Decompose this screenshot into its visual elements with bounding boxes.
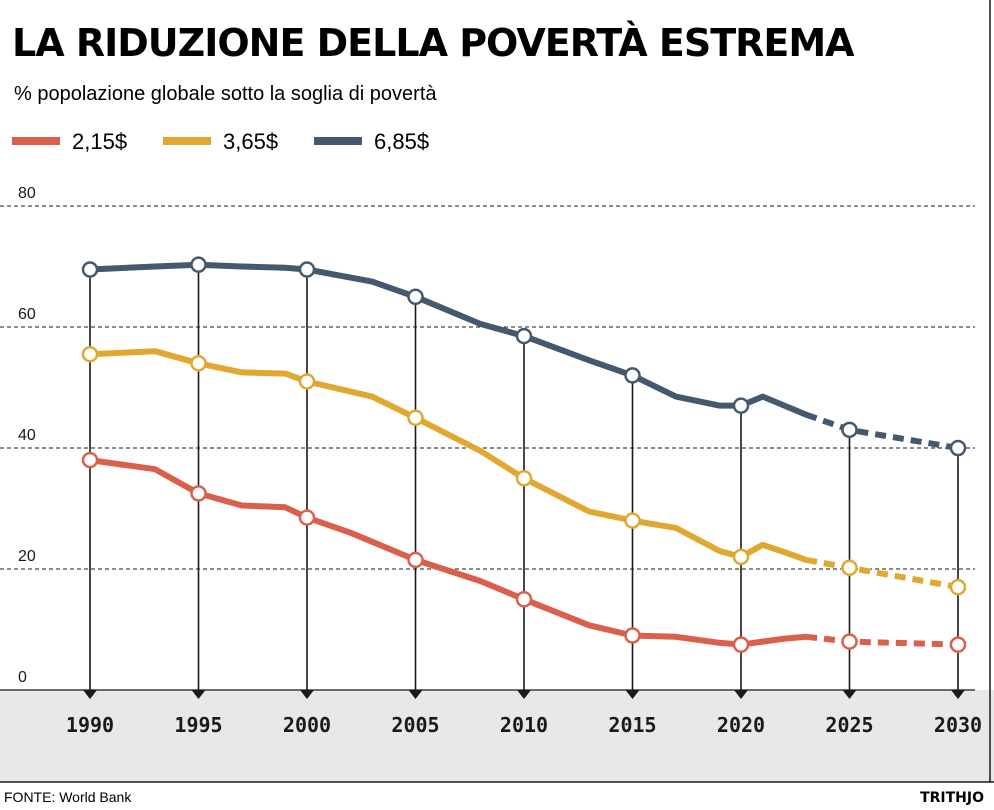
publisher-logo: TRITHJO bbox=[920, 790, 984, 806]
x-tick-label: 2000 bbox=[283, 713, 331, 737]
series-line bbox=[87, 348, 810, 563]
data-point bbox=[949, 578, 967, 596]
data-point bbox=[81, 345, 99, 363]
data-point bbox=[732, 636, 750, 653]
x-axis: 1990 1995 2000 2005 2010 2015 2020 2025 2030 bbox=[66, 264, 982, 737]
data-point bbox=[298, 373, 316, 390]
data-point bbox=[624, 627, 641, 644]
series-markers bbox=[81, 256, 967, 653]
data-point bbox=[190, 485, 207, 502]
data-point bbox=[407, 409, 424, 426]
data-point bbox=[624, 367, 641, 384]
x-tick-marker bbox=[300, 690, 314, 699]
chart-title: LA RIDUZIONE DELLA POVERTÀ ESTREMA bbox=[12, 21, 855, 65]
legend: 2,15$ 3,65$ 6,85$ bbox=[12, 129, 429, 154]
series-line-projection bbox=[805, 633, 959, 648]
x-tick-marker bbox=[191, 690, 206, 699]
x-tick-label: 2020 bbox=[717, 713, 765, 737]
x-tick-label: 2030 bbox=[934, 713, 982, 737]
gridlines bbox=[0, 205, 975, 691]
data-point bbox=[407, 551, 424, 569]
y-tick-label: 80 bbox=[18, 185, 36, 202]
x-tick-label: 2025 bbox=[825, 713, 873, 737]
legend-label: 6,85$ bbox=[374, 129, 429, 154]
data-point bbox=[190, 355, 207, 372]
data-point bbox=[841, 633, 858, 650]
data-point bbox=[81, 451, 99, 469]
data-point bbox=[190, 256, 207, 273]
data-point bbox=[298, 509, 316, 526]
x-tick-marker bbox=[408, 690, 423, 699]
data-point bbox=[298, 261, 316, 278]
data-point bbox=[732, 397, 750, 414]
footer-band bbox=[0, 690, 994, 782]
data-point bbox=[515, 591, 533, 608]
data-point bbox=[732, 548, 750, 566]
y-tick-label: 40 bbox=[18, 427, 36, 444]
source-note: FONTE: World Bank bbox=[4, 789, 132, 805]
series-line bbox=[87, 261, 810, 418]
y-tick-label: 60 bbox=[18, 306, 36, 323]
x-tick-marker bbox=[842, 690, 857, 699]
x-tick-label: 2015 bbox=[608, 713, 656, 737]
data-point bbox=[407, 288, 424, 305]
x-tick-marker bbox=[951, 690, 965, 699]
data-point bbox=[949, 439, 967, 457]
y-tick-label: 20 bbox=[18, 548, 36, 565]
chart-subtitle: % popolazione globale sotto la soglia di… bbox=[14, 83, 437, 105]
data-point bbox=[624, 512, 641, 529]
y-axis-ticks: 0 20 40 60 80 bbox=[18, 185, 36, 686]
x-tick-label: 2005 bbox=[391, 713, 439, 737]
data-point bbox=[81, 261, 99, 278]
data-point bbox=[515, 327, 533, 345]
data-point bbox=[841, 559, 858, 577]
legend-label: 2,15$ bbox=[72, 129, 127, 154]
x-tick-marker bbox=[517, 690, 531, 699]
x-tick-label: 1990 bbox=[66, 713, 114, 737]
x-tick-marker bbox=[734, 690, 748, 699]
data-point bbox=[515, 470, 533, 487]
y-tick-label: 0 bbox=[18, 669, 27, 686]
data-point bbox=[841, 421, 858, 439]
series-line-projection bbox=[805, 411, 959, 451]
data-point bbox=[949, 636, 967, 653]
series-line-projection bbox=[805, 556, 959, 591]
x-tick-label: 1995 bbox=[174, 713, 222, 737]
legend-label: 3,65$ bbox=[223, 129, 278, 154]
x-tick-label: 2010 bbox=[500, 713, 548, 737]
x-tick-marker bbox=[625, 690, 640, 699]
x-tick-marker bbox=[83, 690, 97, 699]
